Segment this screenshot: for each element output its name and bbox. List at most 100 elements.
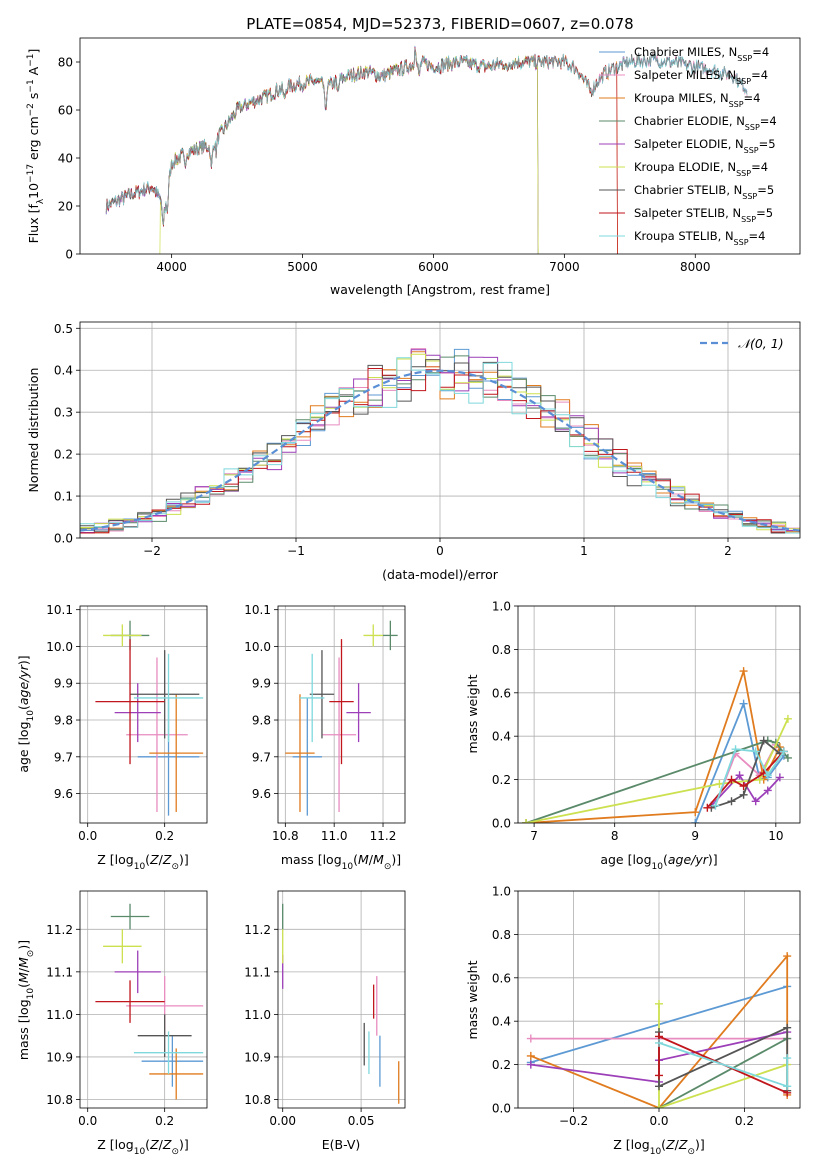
- legend-nssp-sub: SSP: [729, 100, 744, 109]
- label-part: (data-model)/error: [382, 567, 499, 582]
- y-tick-label: 0.6: [492, 971, 511, 985]
- legend-model: Kroupa MILES,: [634, 91, 720, 105]
- weight-marker-kroupa-stelib: [763, 771, 772, 780]
- legend-model: Kroupa STELIB,: [634, 229, 725, 243]
- plot-area: [80, 348, 800, 538]
- label-part: /: [16, 967, 31, 972]
- plot-area: [95, 620, 204, 816]
- plot-area: [526, 952, 792, 1108]
- legend-nssp-sub: SSP: [737, 54, 752, 63]
- y-tick-label: 1.0: [492, 885, 511, 899]
- legend-label-kroupa-stelib: Kroupa STELIB, NSSP=4: [634, 229, 765, 247]
- label-part: mass [log: [281, 852, 342, 867]
- label-part: /: [675, 1137, 680, 1152]
- weight-marker-kroupa-elodie: [715, 779, 724, 788]
- y-tick-label: 80: [58, 56, 73, 70]
- x-tick-label: 11.0: [321, 829, 348, 843]
- y-tick-label: 9.6: [252, 787, 271, 801]
- legend-nssp: N: [727, 160, 736, 174]
- label-part: s: [26, 93, 41, 104]
- legend-nssp: N: [734, 183, 743, 197]
- y-tick-label: 0.4: [492, 730, 511, 744]
- label-part: −17: [26, 164, 36, 183]
- y-tick-label: 0.2: [492, 1058, 511, 1072]
- y-tick-label: 10.1: [46, 603, 73, 617]
- y-axis-label: Flux [fλ10−17 erg cm−2 s−1 A−1]: [26, 49, 46, 244]
- x-tick-label: 0.2: [735, 1114, 754, 1128]
- x-axis-label: mass [log10(M/M⊙)]: [281, 852, 401, 872]
- y-axis-label: mass [log10(M/M⊙)]: [16, 940, 36, 1060]
- weight-marker-kroupa-stelib: [783, 1054, 792, 1063]
- label-part: age/yr: [16, 664, 31, 705]
- label-part: Normed distribution: [26, 368, 41, 493]
- legend-model: Salpeter STELIB,: [634, 206, 732, 220]
- spectrum-line-kroupa-stelib: [105, 48, 748, 225]
- legend-model: Salpeter MILES,: [634, 68, 727, 82]
- x-tick-label: 6000: [418, 260, 449, 274]
- label-part: Z: [162, 1137, 172, 1152]
- weight-marker-chabrier-stelib: [739, 790, 748, 799]
- y-tick-label: 9.7: [252, 750, 271, 764]
- weight-marker-kroupa-stelib: [711, 801, 720, 810]
- x-tick-label: 10.8: [272, 829, 299, 843]
- plot-area: [95, 903, 204, 1100]
- weight-marker-kroupa-miles: [783, 952, 792, 961]
- chart-residuals: −2 −1 0 1 2 0.0 0.1 0.2 0.3 0.4 0.5 (data-model)/er…: [26, 321, 801, 582]
- y-tick-label: 0: [65, 248, 73, 262]
- x-tick-label: 5000: [287, 260, 318, 274]
- legend-nssp: N: [736, 114, 745, 128]
- chart-age-vs-mass: 10.8 11.0 11.2 9.6 9.7 9.8 9.9 10.0 10.1 mass [lo…: [244, 603, 406, 872]
- weight-marker-salpeter-stelib: [739, 782, 748, 791]
- y-tick-label: 0.2: [492, 773, 511, 787]
- y-tick-label: 0.4: [54, 364, 73, 378]
- y-tick-label: 9.6: [54, 787, 73, 801]
- plot-area: [522, 667, 792, 823]
- weight-marker-salpeter-miles: [526, 1034, 535, 1043]
- x-tick-label: 4000: [156, 260, 187, 274]
- legend-label-kroupa-miles: Kroupa MILES, NSSP=4: [634, 91, 761, 109]
- label-part: (: [145, 852, 150, 867]
- axes-frame: [79, 37, 801, 255]
- label-part: Z: [162, 852, 172, 867]
- label-part: mass weight: [465, 960, 480, 1039]
- y-tick-label: 11.1: [46, 965, 73, 979]
- axes-frame: [517, 605, 801, 824]
- y-tick-label: 9.9: [54, 677, 73, 691]
- legend-model: Salpeter ELODIE,: [634, 137, 735, 151]
- y-tick-label: 9.8: [252, 714, 271, 728]
- legend-label-chabrier-elodie: Chabrier ELODIE, NSSP=4: [634, 114, 777, 132]
- y-tick-label: 0.4: [492, 1015, 511, 1029]
- x-tick-label: 7: [530, 829, 538, 843]
- x-axis-label: wavelength [Angstrom, rest frame]: [330, 282, 550, 297]
- y-tick-label: 11.0: [244, 1008, 271, 1022]
- legend-nssp: N: [735, 137, 744, 151]
- label-part: erg cm: [26, 116, 41, 164]
- legend-label-chabrier-miles: Chabrier MILES, NSSP=4: [634, 45, 769, 63]
- normal-curve: [80, 369, 800, 532]
- x-axis-label: Z [log10(Z/Z⊙)]: [97, 1137, 189, 1157]
- weight-marker-kroupa-miles: [691, 808, 700, 817]
- label-part: age [log: [600, 852, 651, 867]
- x-axis-label: (data-model)/error: [382, 567, 499, 582]
- y-tick-label: 60: [58, 104, 73, 118]
- legend-nssp: N: [732, 206, 741, 220]
- label-part: ]: [26, 49, 41, 54]
- axes-frame: [517, 890, 801, 1109]
- label-part: 10: [134, 862, 146, 872]
- y-tick-label: 0.8: [492, 643, 511, 657]
- label-part: (: [16, 705, 31, 710]
- label-part: Z [log: [97, 852, 133, 867]
- y-tick-label: 0.0: [54, 532, 73, 546]
- x-tick-label: 1: [580, 544, 588, 558]
- legend-nssp-value: =4: [760, 114, 777, 128]
- weight-marker-kroupa-miles: [526, 1051, 535, 1060]
- label-part: (: [145, 1137, 150, 1152]
- plot-area: [282, 903, 400, 1104]
- axes-frame: [277, 890, 406, 1109]
- label-part: 10: [342, 862, 354, 872]
- weight-marker-chabrier-stelib: [759, 736, 768, 745]
- y-tick-label: 10.9: [46, 1050, 73, 1064]
- legend-label-kroupa-elodie: Kroupa ELODIE, NSSP=4: [634, 160, 768, 178]
- label-part: /: [159, 1137, 164, 1152]
- y-axis-label: Normed distribution: [26, 368, 41, 493]
